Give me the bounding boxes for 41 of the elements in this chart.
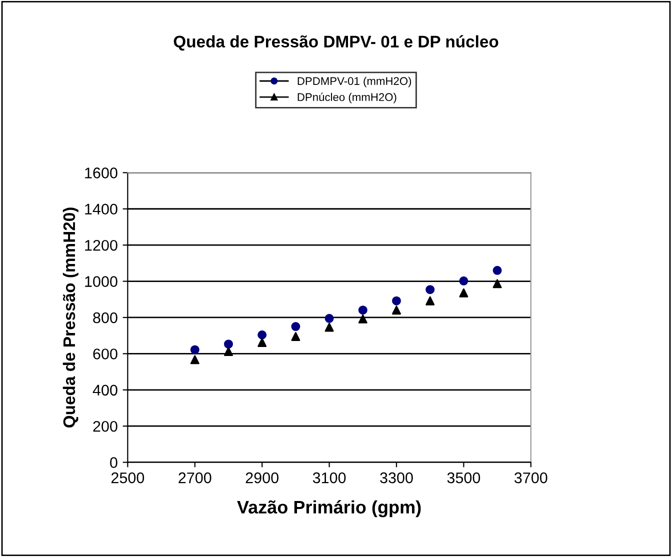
point bbox=[358, 306, 368, 315]
point bbox=[492, 279, 502, 288]
point bbox=[324, 314, 334, 323]
y-tick-label: 1200 bbox=[85, 240, 118, 251]
x-tick-label: 2500 bbox=[111, 472, 144, 484]
x-tick-label: 2900 bbox=[246, 472, 278, 484]
point bbox=[190, 345, 200, 354]
point bbox=[392, 296, 401, 306]
x-tick-label: 3300 bbox=[380, 472, 413, 484]
y-tick-label: 1600 bbox=[85, 168, 118, 178]
legend-label: DPDMPV-01 (mmH2O) bbox=[298, 76, 412, 88]
y-axis-title: Queda de Pressão (mmH20) bbox=[62, 208, 78, 428]
x-tick-label: 3100 bbox=[312, 472, 346, 484]
x-tick-label: 2700 bbox=[178, 472, 212, 484]
legend-label: DPnúcleo (mmH2O) bbox=[298, 92, 396, 104]
point bbox=[492, 266, 502, 275]
point bbox=[459, 288, 468, 298]
point bbox=[358, 314, 368, 324]
y-tick-label: 200 bbox=[93, 420, 118, 432]
point bbox=[224, 340, 233, 349]
point bbox=[459, 276, 468, 286]
point bbox=[426, 285, 435, 294]
x-tick-label: 3700 bbox=[514, 472, 548, 484]
point bbox=[324, 322, 334, 332]
y-tick-label: 800 bbox=[93, 312, 118, 324]
point bbox=[291, 322, 300, 332]
y-tick-label: 1000 bbox=[85, 276, 118, 287]
chart-title: Queda de Pressão DMPV- 01 e DP núcleo bbox=[174, 35, 498, 51]
point bbox=[291, 332, 300, 341]
y-tick-label: 400 bbox=[92, 384, 118, 396]
y-tick-label: 0 bbox=[110, 457, 118, 468]
point bbox=[224, 347, 233, 356]
point bbox=[392, 306, 401, 315]
point bbox=[258, 338, 267, 347]
x-tick-label: 3500 bbox=[447, 472, 480, 484]
point bbox=[190, 355, 200, 364]
point bbox=[426, 296, 435, 306]
y-tick-label: 1400 bbox=[85, 204, 118, 215]
x-axis-title: Vazão Primário (gpm) bbox=[237, 500, 421, 518]
y-tick-label: 600 bbox=[93, 348, 118, 360]
point bbox=[258, 330, 267, 340]
